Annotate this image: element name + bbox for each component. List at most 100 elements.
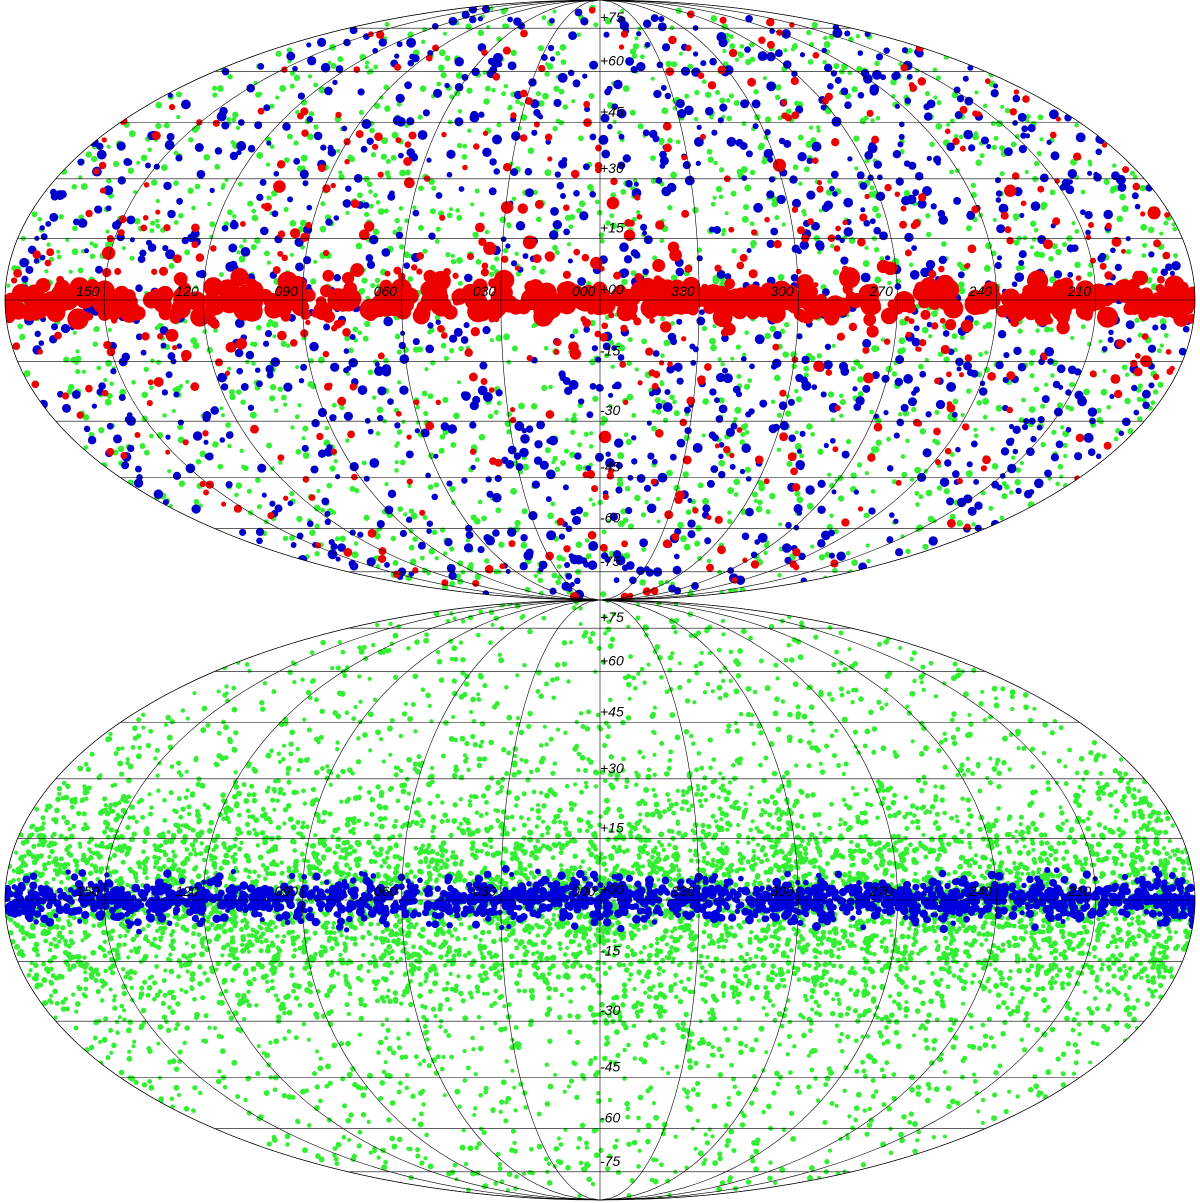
source [75, 369, 81, 375]
source [288, 534, 296, 541]
source [449, 580, 456, 587]
source [801, 355, 810, 365]
source [827, 391, 835, 398]
source [658, 15, 665, 23]
source [949, 169, 955, 175]
source [665, 60, 672, 68]
source [946, 518, 956, 528]
source [202, 411, 212, 420]
source [331, 402, 337, 408]
source [875, 53, 884, 61]
source [676, 377, 684, 385]
source [989, 426, 995, 432]
source [203, 154, 211, 161]
source [657, 22, 667, 32]
source [735, 138, 744, 147]
source [321, 497, 330, 506]
source [751, 99, 761, 109]
source [77, 267, 84, 274]
source [786, 460, 793, 468]
source [718, 470, 726, 479]
source [556, 181, 565, 190]
source [526, 817, 531, 822]
source [205, 722, 211, 728]
source [777, 273, 785, 281]
source [725, 427, 735, 437]
source [415, 307, 424, 317]
source [716, 684, 723, 691]
source [599, 543, 608, 552]
source [213, 328, 218, 333]
source [745, 58, 752, 66]
source [922, 448, 932, 458]
source [333, 293, 345, 304]
source [221, 501, 227, 507]
source [544, 133, 553, 141]
source [962, 772, 967, 777]
source [1153, 239, 1162, 248]
source [718, 167, 725, 173]
source [946, 841, 952, 847]
source [644, 41, 651, 48]
source [214, 163, 221, 170]
source [1080, 324, 1086, 330]
source [725, 1138, 732, 1144]
source [496, 400, 502, 406]
source [1029, 245, 1034, 250]
source [514, 1174, 519, 1179]
source [76, 411, 84, 419]
source [395, 441, 401, 446]
source [1101, 753, 1107, 759]
source [313, 82, 319, 88]
source [678, 51, 683, 56]
source [474, 302, 486, 314]
source [420, 687, 426, 693]
source [1048, 852, 1054, 858]
source [792, 164, 799, 171]
source [1019, 264, 1025, 271]
source [875, 439, 882, 446]
source [261, 492, 267, 498]
source [829, 513, 834, 518]
source [982, 397, 990, 405]
source [830, 243, 835, 249]
source [482, 130, 489, 136]
source [823, 1082, 829, 1088]
source [117, 445, 125, 453]
source [494, 474, 502, 483]
source [251, 208, 257, 214]
source [295, 365, 300, 370]
source [776, 194, 786, 205]
source [903, 160, 911, 167]
source [831, 997, 836, 1002]
source [807, 218, 815, 226]
source [701, 283, 709, 292]
source [293, 1035, 299, 1041]
source [1065, 185, 1075, 195]
source [58, 214, 64, 220]
source [233, 504, 243, 513]
source [766, 190, 775, 199]
source [562, 1089, 567, 1094]
source [519, 101, 524, 107]
source [744, 46, 751, 53]
source [768, 1125, 774, 1131]
source [155, 223, 161, 229]
source [1010, 141, 1017, 148]
source [454, 56, 464, 67]
source [430, 298, 447, 315]
source [1087, 159, 1093, 165]
source [254, 237, 261, 244]
source [1063, 453, 1068, 459]
source [631, 435, 637, 441]
source [747, 378, 753, 383]
source [964, 96, 974, 106]
source [376, 406, 384, 414]
source [182, 439, 189, 446]
source [774, 215, 780, 221]
source [601, 149, 611, 159]
longitude-label: 000 [572, 283, 596, 299]
source [85, 384, 93, 393]
source [864, 245, 869, 251]
